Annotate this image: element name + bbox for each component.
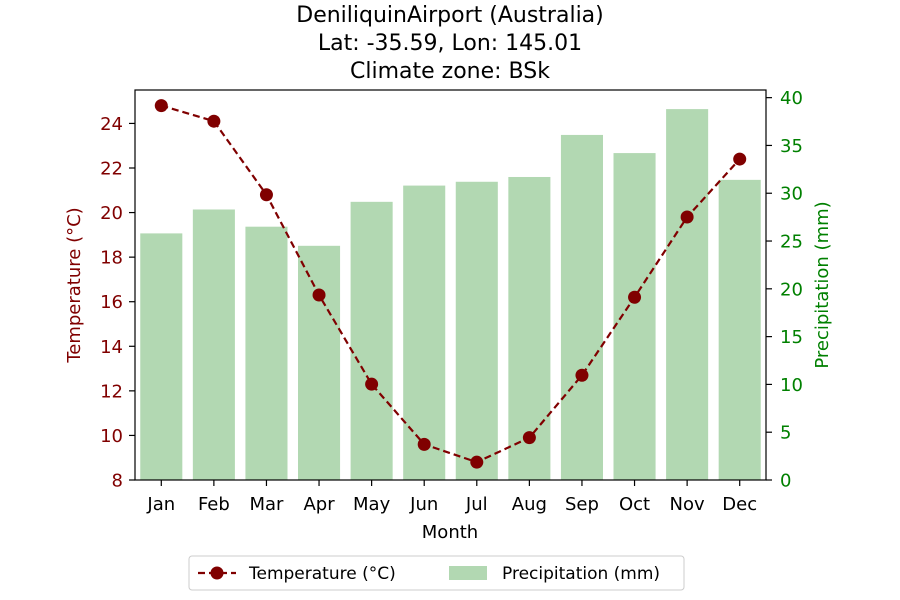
precipitation-bar-may [350, 201, 393, 480]
precipitation-tick-label: 40 [780, 88, 803, 109]
month-tick-label: Mar [249, 494, 284, 515]
legend-frame [188, 555, 685, 591]
temperature-point-apr [312, 288, 326, 302]
temperature-point-feb [207, 114, 221, 128]
precipitation-tick-label: 30 [780, 184, 803, 205]
temperature-axis-label: Temperature (°C) [64, 207, 85, 363]
chart-title-line-2: Lat: -35.59, Lon: 145.01 [318, 31, 582, 56]
month-axis: Jan Feb Mar Apr May Jun Jul Aug Sep Oct Nov Dec [146, 480, 757, 515]
precipitation-bar-apr [298, 245, 341, 480]
temperature-point-jun [417, 437, 431, 451]
temperature-point-dec [733, 152, 747, 166]
temperature-axis: 8 10 12 14 16 18 20 22 24 [100, 114, 135, 492]
temperature-tick-label: 24 [100, 114, 123, 135]
temperature-point-aug [522, 431, 536, 445]
precipitation-bar-feb [192, 209, 235, 480]
precipitation-tick-label: 20 [780, 279, 803, 300]
precipitation-tick-label: 25 [780, 232, 803, 253]
temperature-point-may [365, 377, 379, 391]
temperature-point-sep [575, 368, 589, 382]
chart-title-line-3: Climate zone: BSk [350, 59, 550, 84]
month-tick-label: Feb [198, 494, 230, 515]
temperature-tick-label: 8 [112, 471, 123, 492]
temperature-point-jan [154, 99, 168, 113]
precipitation-bar-sep [560, 134, 603, 481]
month-tick-label: Nov [670, 494, 705, 515]
temperature-point-mar [259, 188, 273, 202]
chart-title-line-1: DeniliquinAirport (Australia) [296, 3, 604, 28]
month-tick-label: Jul [465, 494, 488, 515]
temperature-tick-label: 14 [100, 337, 123, 358]
temperature-point-oct [628, 290, 642, 304]
month-tick-label: Jun [409, 494, 438, 515]
legend-temperature-marker [210, 566, 224, 580]
month-tick-label: Jan [146, 494, 175, 515]
temperature-tick-label: 16 [100, 292, 123, 313]
precipitation-axis: 0 5 10 15 20 25 30 35 40 [766, 88, 803, 492]
precipitation-bar-aug [508, 176, 551, 480]
precipitation-tick-label: 10 [780, 375, 803, 396]
precipitation-bar-nov [666, 109, 709, 480]
temperature-tick-label: 18 [100, 248, 123, 269]
legend-precipitation-swatch [449, 566, 487, 580]
month-tick-label: Oct [619, 494, 650, 515]
precipitation-bars [140, 109, 761, 481]
precipitation-tick-label: 35 [780, 136, 803, 157]
precipitation-tick-label: 5 [780, 423, 791, 444]
legend: Temperature (°C) Precipitation (mm) [188, 555, 685, 591]
temperature-point-nov [680, 210, 694, 224]
plot-frame [134, 89, 767, 481]
temperature-tick-label: 20 [100, 203, 123, 224]
precipitation-bar-mar [245, 226, 288, 480]
legend-precipitation-label: Precipitation (mm) [502, 564, 660, 584]
precipitation-bar-dec [718, 179, 761, 480]
temperature-point-jul [470, 455, 484, 469]
precipitation-bar-jan [140, 233, 183, 480]
precipitation-bar-oct [613, 153, 656, 480]
temperature-tick-label: 12 [100, 381, 123, 402]
temperature-tick-label: 22 [100, 159, 123, 180]
month-tick-label: May [353, 494, 391, 515]
precipitation-axis-label: Precipitation (mm) [812, 201, 833, 368]
precipitation-bar-jul [455, 181, 498, 480]
precipitation-tick-label: 0 [780, 471, 791, 492]
precipitation-tick-label: 15 [780, 327, 803, 348]
month-tick-label: Aug [512, 494, 547, 515]
temperature-series [154, 99, 747, 469]
temperature-tick-label: 10 [100, 426, 123, 447]
precipitation-bar-jun [403, 185, 446, 480]
x-axis-label: Month [422, 522, 478, 543]
month-tick-label: Apr [303, 494, 335, 515]
month-tick-label: Dec [722, 494, 757, 515]
legend-temperature-label: Temperature (°C) [248, 564, 396, 584]
month-tick-label: Sep [565, 494, 599, 515]
